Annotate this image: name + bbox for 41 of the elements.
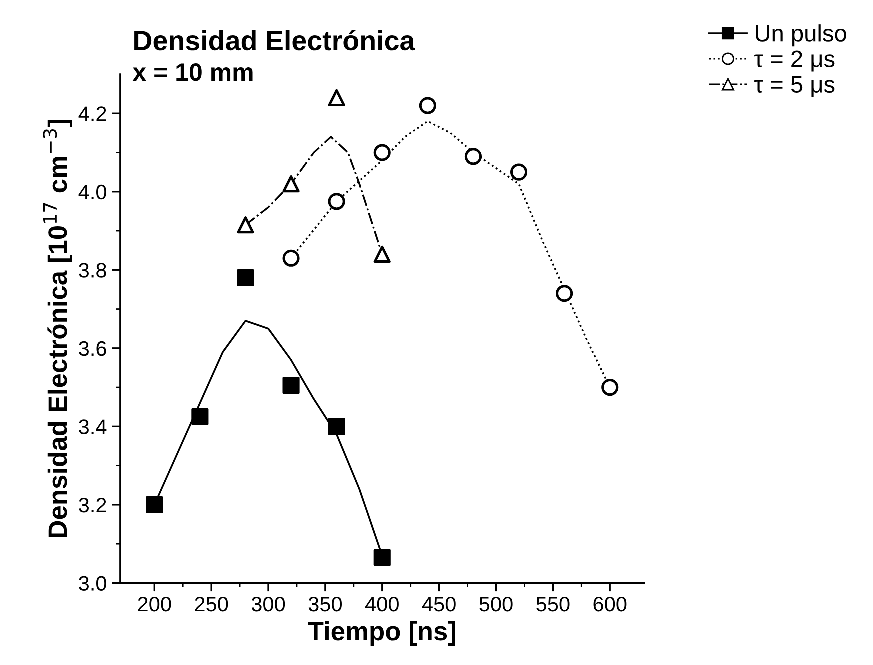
x-tick-label: 300: [252, 596, 286, 612]
legend-label: Un pulso: [756, 24, 846, 47]
point: [374, 144, 391, 162]
point: [282, 250, 300, 267]
point: [328, 193, 346, 210]
point: [419, 97, 436, 114]
y-tick-label: 3.0: [79, 576, 106, 591]
x-tick-label: 400: [365, 596, 399, 612]
x-tick-label: 350: [308, 596, 342, 612]
point: [328, 89, 346, 106]
x-tick-label: 200: [138, 596, 172, 612]
chart-subtitle: x = 10 mm: [132, 63, 253, 82]
y-tick-label: 3.4: [79, 420, 107, 434]
point: [282, 377, 300, 394]
legend-label: τ = 2 μs: [754, 50, 835, 72]
point: [464, 148, 482, 166]
point: [146, 496, 164, 514]
point: [374, 246, 391, 264]
point: [374, 549, 391, 566]
y-tick-label: 3.8: [79, 263, 106, 278]
y-tick-label: 3.2: [79, 498, 106, 513]
y-tick-label: 4.2: [78, 106, 106, 122]
x-tick-label: 600: [594, 596, 627, 612]
point: [510, 164, 528, 181]
point: [602, 379, 619, 396]
point: [237, 269, 254, 287]
y-tick-label: 4.0: [78, 184, 106, 200]
legend-label: τ = 5 μs: [754, 76, 835, 98]
x-axis-title: Tiempo [ns]: [308, 621, 456, 646]
point: [328, 418, 346, 436]
x-tick-label: 550: [536, 596, 570, 612]
point: [237, 216, 254, 234]
point: [282, 176, 300, 193]
y-axis-title: Densidad Electrónica [10$^{17}$ cm$^{−3}$]: [43, 120, 72, 538]
point: [556, 285, 574, 302]
x-tick-label: 500: [480, 596, 513, 612]
y-tick-label: 3.6: [79, 341, 106, 356]
x-tick-label: 450: [422, 596, 456, 612]
x-tick-label: 250: [195, 596, 228, 612]
point: [192, 408, 209, 426]
chart-title: Densidad Electrónica: [134, 30, 416, 51]
